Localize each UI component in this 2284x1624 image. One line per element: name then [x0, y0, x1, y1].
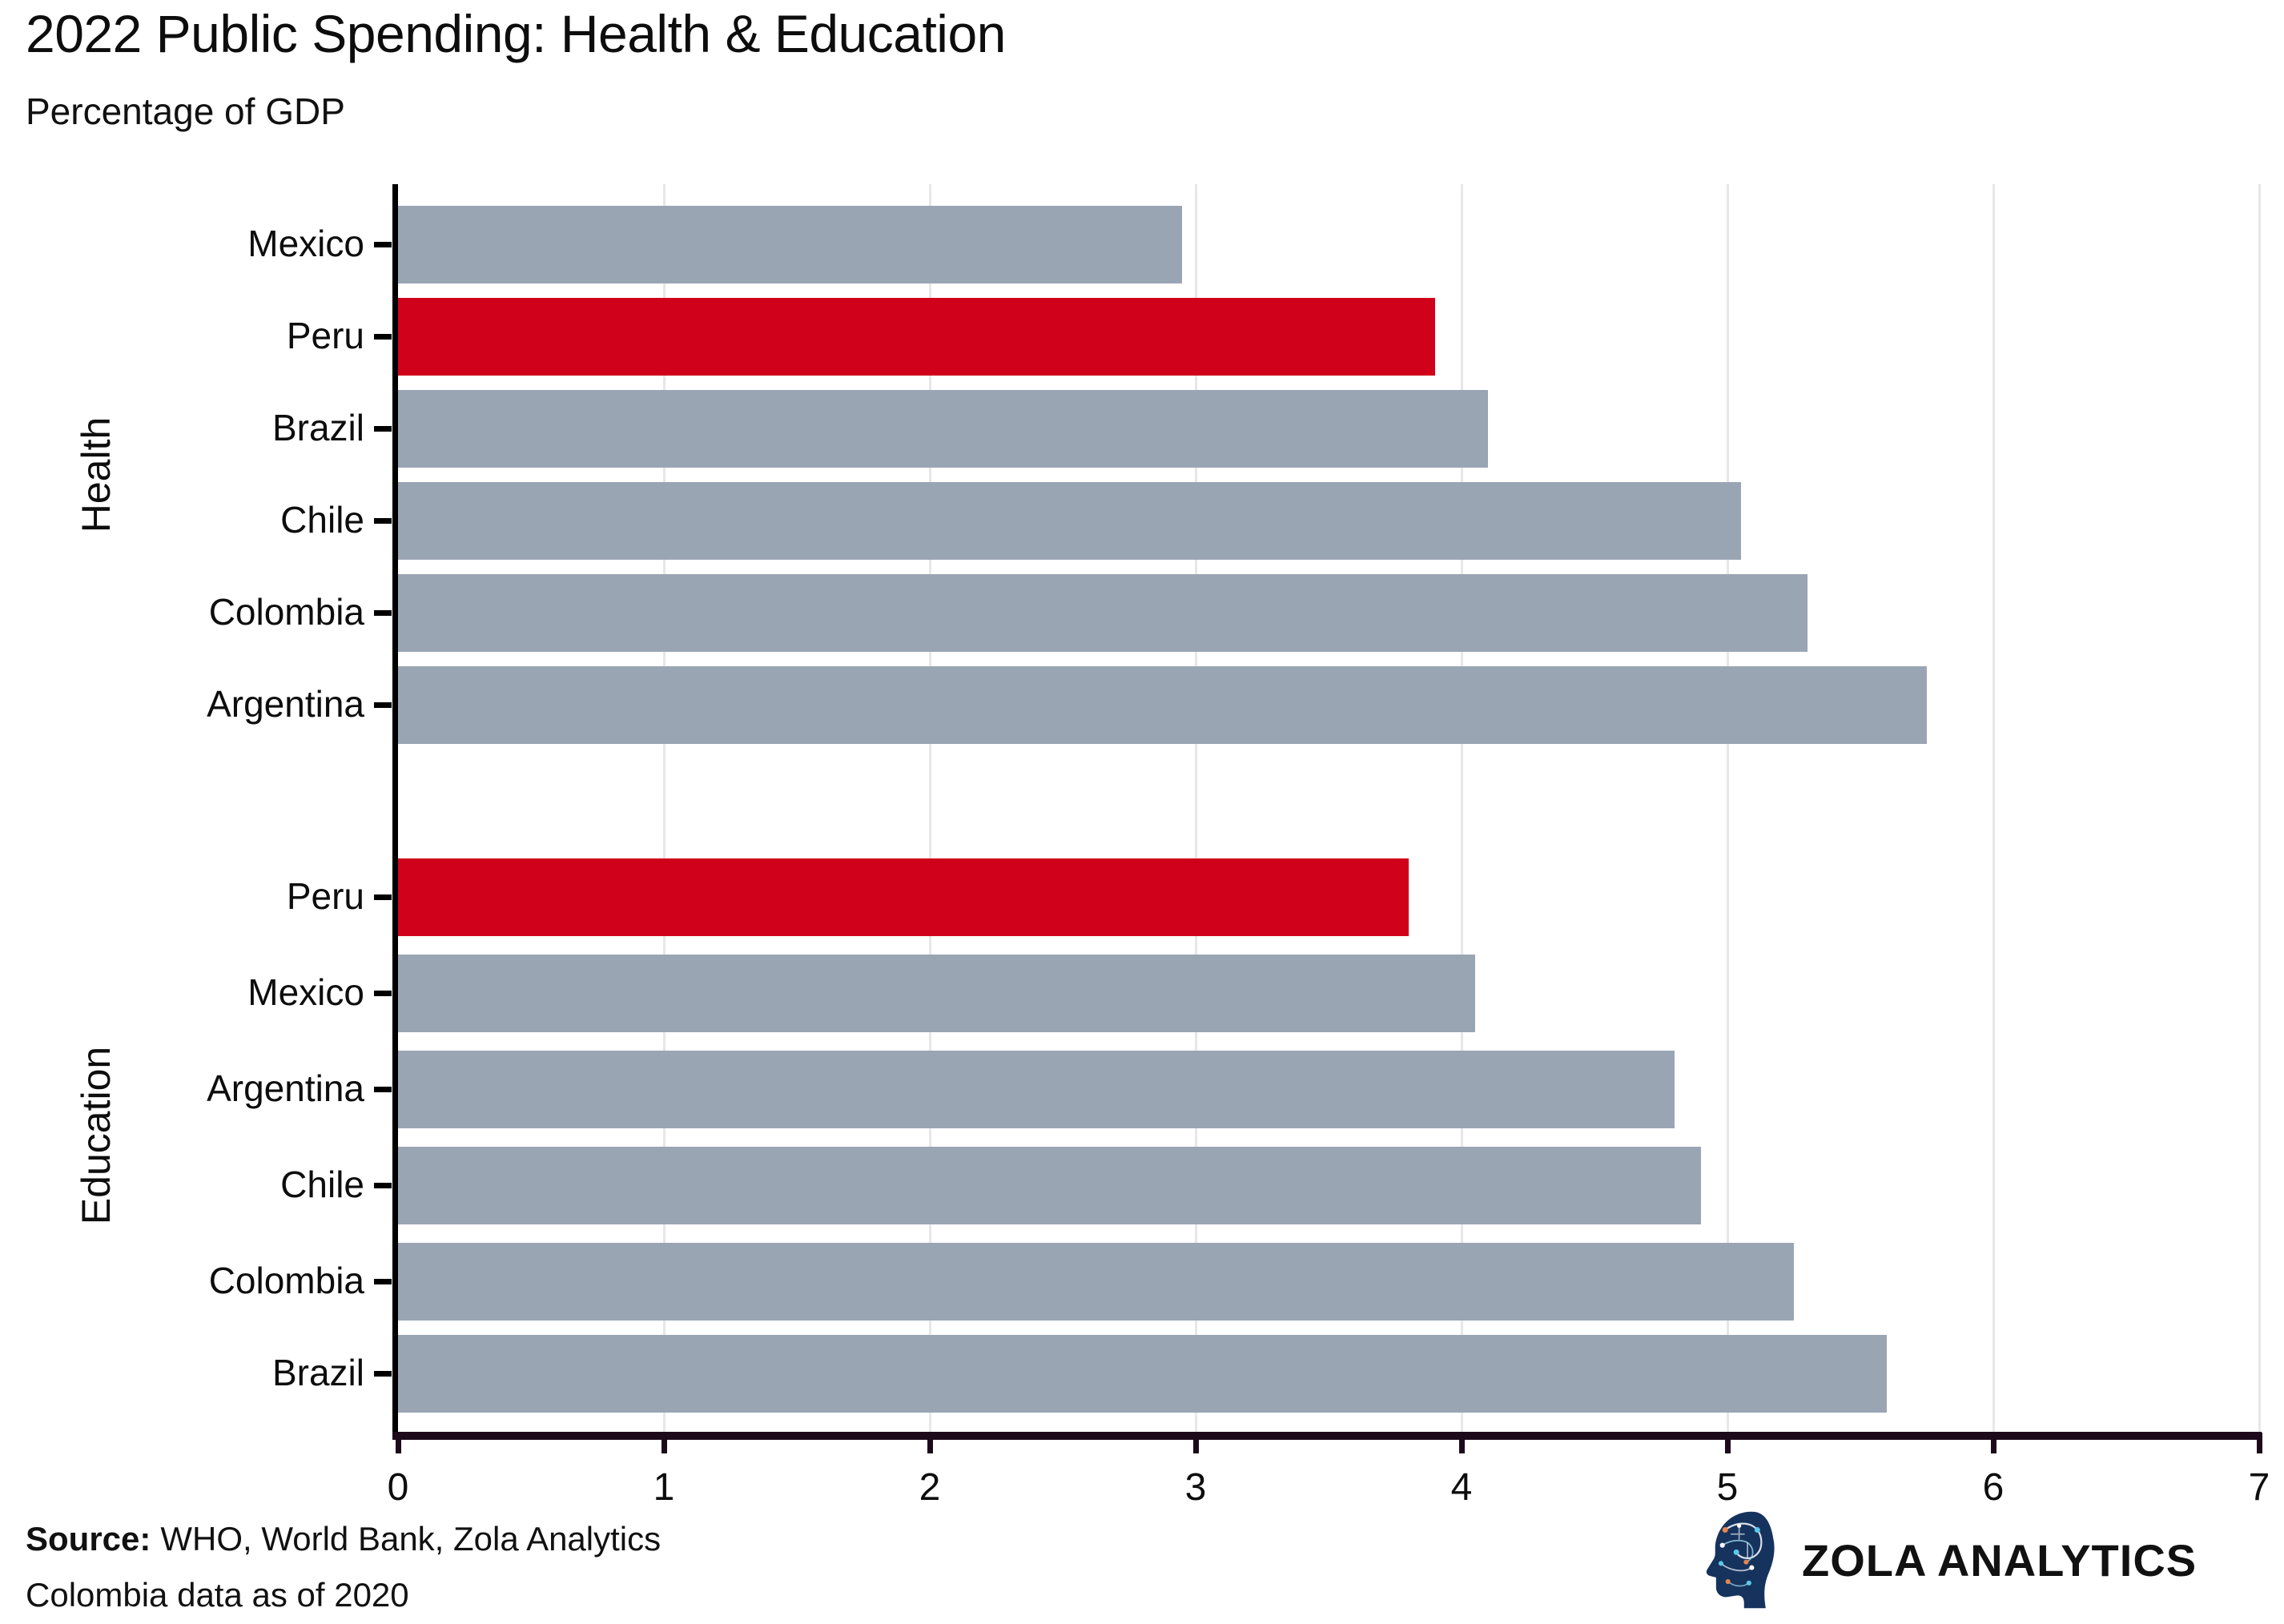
y-tick: [374, 425, 392, 432]
x-tick: [1192, 1433, 1199, 1453]
x-tick: [927, 1433, 933, 1453]
axis-group-label-education: Education: [74, 1046, 119, 1224]
y-tick: [374, 333, 392, 340]
row-label-mexico: Mexico: [247, 971, 364, 1013]
page-title: 2022 Public Spending: Health & Education: [26, 4, 1006, 63]
footnote: Colombia data as of 2020: [26, 1576, 409, 1614]
bar-health-brazil: [398, 389, 1489, 468]
gridline: [1992, 184, 1995, 1432]
bar-health-argentina: [398, 665, 1927, 744]
bar-health-colombia: [398, 573, 1807, 652]
row-label-argentina: Argentina: [207, 1067, 364, 1109]
bar-education-mexico: [398, 954, 1475, 1032]
x-tick: [1724, 1433, 1731, 1453]
y-tick: [374, 894, 392, 900]
gridline: [1460, 184, 1463, 1432]
bar-education-colombia: [398, 1242, 1794, 1321]
row-label-mexico: Mexico: [247, 222, 364, 264]
gridline: [1194, 184, 1197, 1432]
circuit-head-icon: [1706, 1511, 1775, 1609]
x-tick-label: 0: [387, 1466, 409, 1509]
x-tick-label: 2: [919, 1466, 941, 1509]
source-label: Source:: [26, 1520, 151, 1558]
bar-health-peru: [398, 297, 1435, 376]
row-label-peru: Peru: [286, 314, 364, 356]
y-tick: [374, 990, 392, 996]
x-tick: [661, 1433, 667, 1453]
bar-health-mexico: [398, 205, 1183, 283]
brand-name: ZOLA ANALYTICS: [1802, 1534, 2198, 1586]
row-label-brazil: Brazil: [271, 406, 364, 448]
row-label-argentina: Argentina: [207, 682, 364, 725]
x-tick-label: 5: [1716, 1466, 1739, 1509]
row-label-chile: Chile: [280, 1163, 364, 1205]
row-label-colombia: Colombia: [208, 1259, 364, 1301]
gridline: [1726, 184, 1729, 1432]
x-tick-label: 1: [653, 1466, 675, 1509]
gridline: [662, 184, 665, 1432]
row-label-colombia: Colombia: [208, 590, 364, 633]
source-line: Source: WHO, World Bank, Zola Analytics: [26, 1520, 661, 1558]
y-tick: [374, 1370, 392, 1377]
bar-education-peru: [398, 858, 1409, 936]
brand-logo: ZOLA ANALYTICS: [1704, 1509, 2197, 1611]
y-axis-line: [392, 184, 398, 1440]
bar-education-brazil: [398, 1334, 1888, 1413]
x-tick: [1458, 1433, 1465, 1453]
x-tick-label: 7: [2248, 1466, 2270, 1509]
bar-education-chile: [398, 1146, 1701, 1224]
y-tick: [374, 701, 392, 708]
gridline: [928, 184, 931, 1432]
y-tick: [374, 517, 392, 524]
bar-education-argentina: [398, 1050, 1675, 1128]
chart-subtitle: Percentage of GDP: [26, 90, 345, 132]
bar-health-chile: [398, 481, 1741, 560]
y-tick: [374, 241, 392, 247]
gridline: [2258, 184, 2261, 1432]
row-label-chile: Chile: [280, 498, 364, 541]
x-axis-line: [392, 1432, 2262, 1440]
row-label-peru: Peru: [286, 874, 364, 917]
y-tick: [374, 1086, 392, 1092]
x-tick: [395, 1433, 401, 1453]
row-label-brazil: Brazil: [271, 1351, 364, 1393]
x-tick-label: 3: [1184, 1466, 1207, 1509]
x-tick: [2256, 1433, 2262, 1453]
x-tick-label: 6: [1982, 1466, 2005, 1509]
x-tick: [1990, 1433, 1996, 1453]
y-tick: [374, 609, 392, 616]
plot-area: Mexico Peru Brazil Chile Colombia Argentina Pe…: [207, 184, 2270, 1509]
axis-group-label-health: Health: [74, 416, 119, 533]
y-tick: [374, 1182, 392, 1188]
source-text: WHO, World Bank, Zola Analytics: [160, 1520, 661, 1558]
x-tick-label: 4: [1450, 1466, 1473, 1509]
y-tick: [374, 1278, 392, 1284]
